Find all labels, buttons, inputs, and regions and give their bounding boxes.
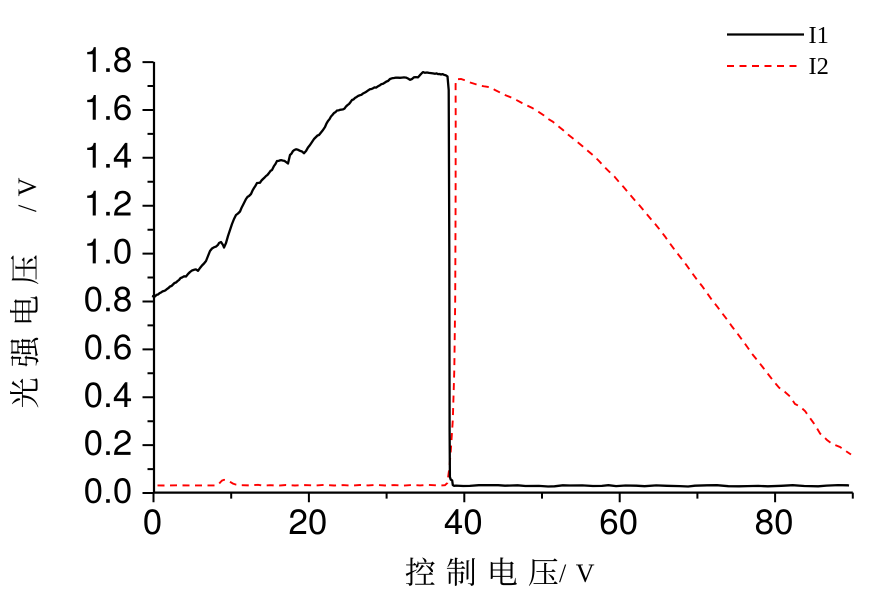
- svg-text:I1: I1: [809, 22, 829, 49]
- svg-text:V: V: [576, 559, 595, 588]
- svg-text:I2: I2: [809, 53, 829, 80]
- svg-text:/: /: [13, 204, 42, 212]
- svg-text:V: V: [13, 177, 42, 196]
- svg-text:/: /: [559, 559, 567, 588]
